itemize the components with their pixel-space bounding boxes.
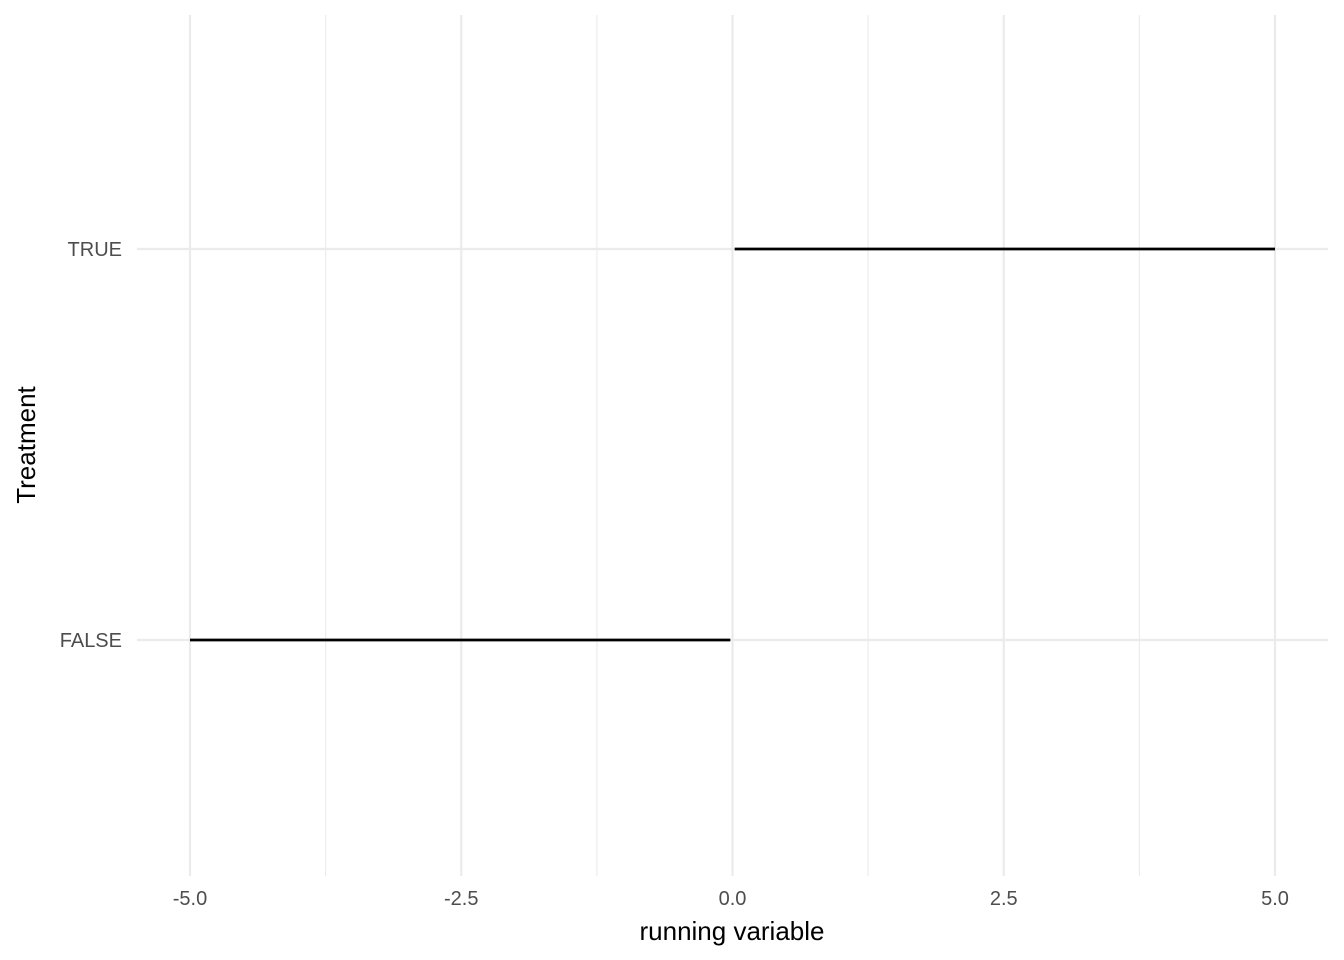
- grid: [137, 15, 1328, 876]
- y-tick-label: FALSE: [60, 630, 122, 652]
- x-tick-label: 0.0: [719, 888, 747, 910]
- y-axis-ticks: FALSE TRUE: [60, 239, 122, 652]
- x-tick-label: -5.0: [173, 888, 207, 910]
- x-tick-label: -2.5: [444, 888, 478, 910]
- x-tick-label: 2.5: [990, 888, 1018, 910]
- y-axis-title: Treatment: [11, 385, 41, 503]
- y-tick-label: TRUE: [68, 239, 122, 261]
- x-axis-title: running variable: [639, 916, 824, 946]
- x-tick-label: 5.0: [1261, 888, 1289, 910]
- x-axis-ticks: -5.0 -2.5 0.0 2.5 5.0: [173, 888, 1289, 910]
- series-group: [190, 247, 1275, 642]
